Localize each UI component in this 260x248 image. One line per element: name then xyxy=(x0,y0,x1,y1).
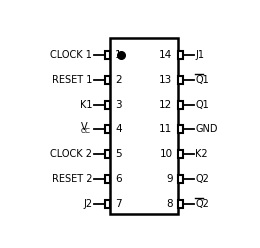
Text: CLOCK 2: CLOCK 2 xyxy=(50,149,92,159)
Text: 9: 9 xyxy=(166,174,173,184)
Text: K1: K1 xyxy=(80,100,92,110)
Bar xyxy=(178,175,183,183)
Text: Q2: Q2 xyxy=(195,174,209,184)
Text: RESET 1: RESET 1 xyxy=(52,75,92,85)
Text: 4: 4 xyxy=(115,124,122,134)
Text: 6: 6 xyxy=(115,174,122,184)
Bar xyxy=(178,150,183,158)
Bar xyxy=(178,51,183,59)
Bar xyxy=(105,76,110,84)
Bar xyxy=(105,175,110,183)
Bar xyxy=(105,101,110,109)
Text: GND: GND xyxy=(195,124,218,134)
Bar xyxy=(105,51,110,59)
Text: RESET 2: RESET 2 xyxy=(52,174,92,184)
Text: CLOCK 1: CLOCK 1 xyxy=(50,50,92,60)
Text: Q1: Q1 xyxy=(195,75,209,85)
Bar xyxy=(105,125,110,133)
Text: CC: CC xyxy=(80,128,90,134)
Text: 14: 14 xyxy=(159,50,173,60)
Text: 13: 13 xyxy=(159,75,173,85)
Text: 2: 2 xyxy=(115,75,122,85)
Text: 1: 1 xyxy=(115,50,122,60)
Text: J1: J1 xyxy=(195,50,204,60)
Bar xyxy=(178,101,183,109)
Bar xyxy=(105,200,110,208)
Text: Q2: Q2 xyxy=(195,199,209,209)
Text: 8: 8 xyxy=(166,199,173,209)
Text: 7: 7 xyxy=(115,199,122,209)
Text: 5: 5 xyxy=(115,149,122,159)
Text: 11: 11 xyxy=(159,124,173,134)
Text: 10: 10 xyxy=(159,149,173,159)
Bar xyxy=(178,125,183,133)
Bar xyxy=(178,200,183,208)
Text: Q1: Q1 xyxy=(195,100,209,110)
Text: K2: K2 xyxy=(195,149,208,159)
Text: V: V xyxy=(81,122,87,132)
Bar xyxy=(105,150,110,158)
Text: 3: 3 xyxy=(115,100,122,110)
Text: J2: J2 xyxy=(83,199,92,209)
Bar xyxy=(178,76,183,84)
Bar xyxy=(110,38,178,214)
Text: 12: 12 xyxy=(159,100,173,110)
